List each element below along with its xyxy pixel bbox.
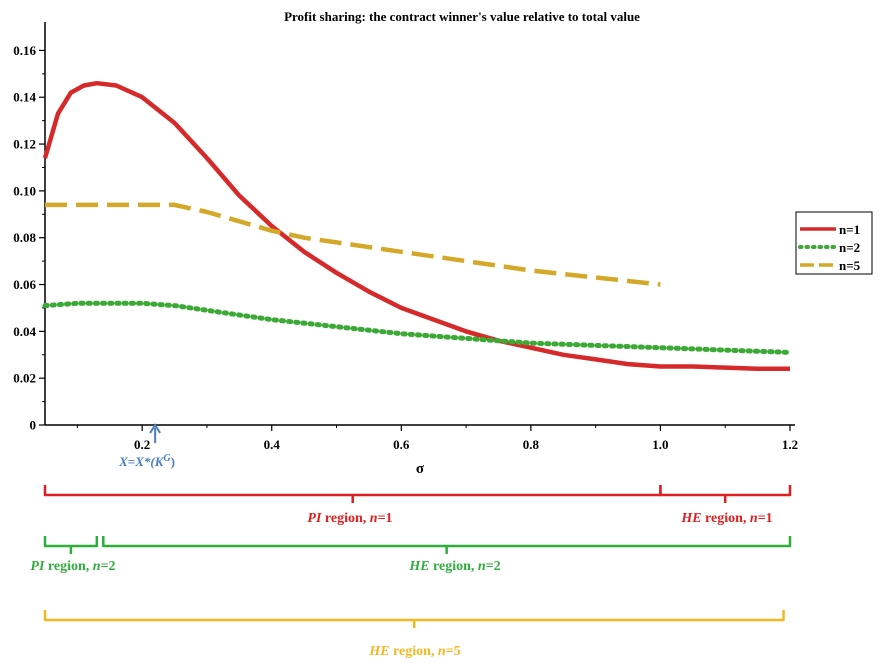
- region-label: PI region, n=2: [30, 559, 115, 574]
- y-tick-label: 0.04: [13, 324, 36, 339]
- y-tick-label: 0.12: [13, 137, 36, 152]
- chart-title: Profit sharing: the contract winner's va…: [284, 9, 640, 24]
- region-label: HE region, n=5: [368, 644, 460, 659]
- marker-label: X=X*(KG): [118, 453, 175, 469]
- region-label: HE region, n=2: [408, 559, 500, 574]
- x-tick-label: 0.2: [134, 437, 150, 452]
- plot-area: 0 0.02 0.04 0.06 0.08 0.10 0.12 0.14 0.16 0.2 0.4 0…: [13, 22, 798, 452]
- y-tick-label: 0.08: [13, 230, 36, 245]
- series-line-n2: [42, 300, 793, 355]
- legend: n=1 n=2 n=5: [795, 211, 873, 275]
- y-tick-label: 0.02: [13, 371, 36, 386]
- region-bracket: [43, 485, 662, 503]
- x-tick-label: 0.4: [264, 437, 281, 452]
- marker-annotation: X=X*(KG): [118, 423, 175, 469]
- legend-label-n5: n=5: [839, 258, 861, 273]
- x-tick-label: 0.8: [523, 437, 540, 452]
- region-bracket: [43, 536, 99, 554]
- region-bracket: [659, 485, 792, 503]
- x-axis-title: σ: [416, 461, 425, 477]
- y-tick-label: 0.14: [13, 90, 36, 105]
- series-line-n5: [45, 202, 661, 287]
- x-tick-label: 0.6: [393, 437, 410, 452]
- region-annotations: PI region, n=1 HE region, n=1 PI region, n…: [30, 485, 792, 659]
- y-tick-label: 0.10: [13, 183, 36, 198]
- region-bracket: [102, 536, 792, 554]
- series-layer: [42, 80, 793, 372]
- series-line-n1: [42, 80, 790, 372]
- y-tick-label: 0.06: [13, 277, 36, 292]
- x-tick-label: 1.2: [782, 437, 798, 452]
- region-label: HE region, n=1: [680, 511, 772, 526]
- region-bracket: [43, 610, 785, 628]
- y-tick-label: 0: [30, 418, 37, 433]
- y-tick-label: 0.16: [13, 43, 36, 58]
- region-label: PI region, n=1: [307, 511, 392, 526]
- legend-label-n2: n=2: [839, 240, 860, 255]
- marker-arrow-head: [149, 423, 161, 434]
- x-tick-label: 1.0: [652, 437, 668, 452]
- legend-label-n1: n=1: [839, 222, 860, 237]
